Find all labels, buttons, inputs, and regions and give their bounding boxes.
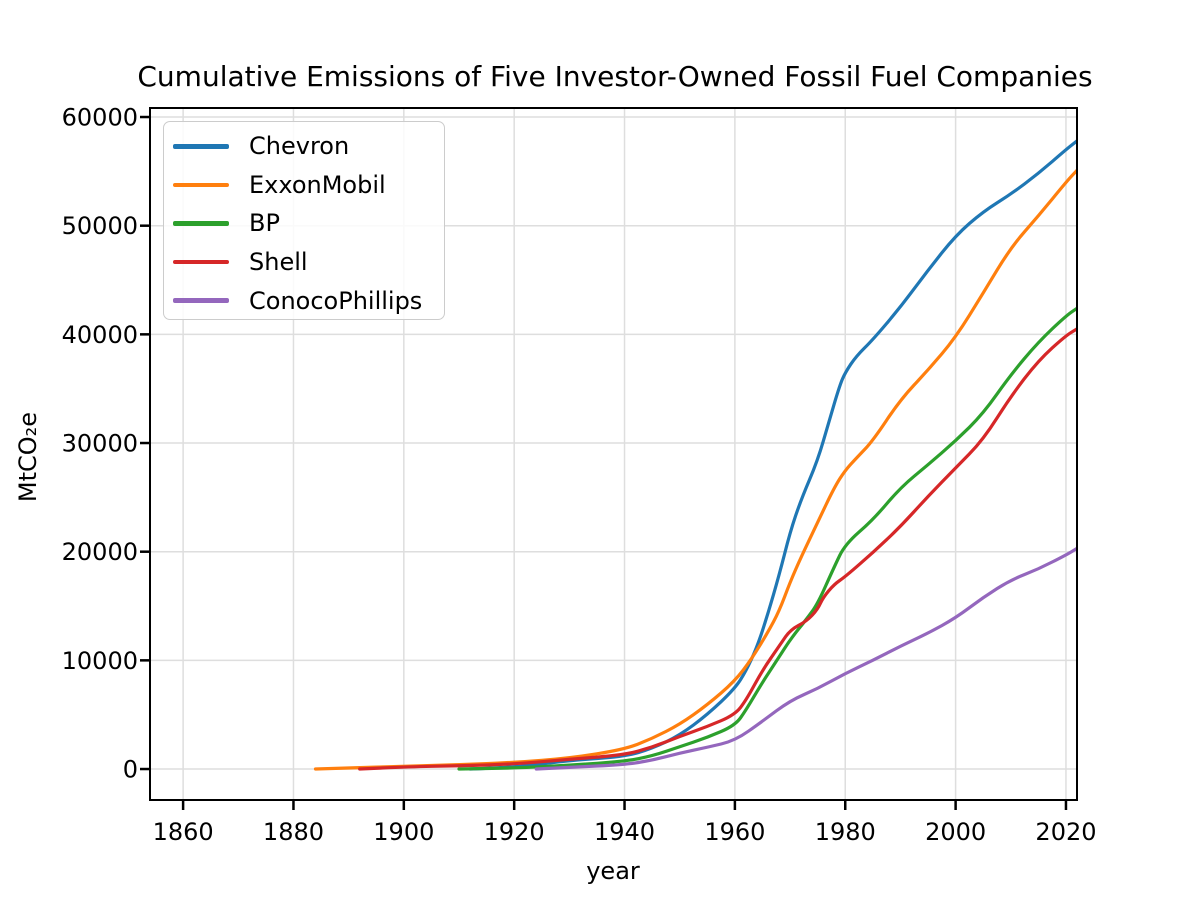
legend-label: ExxonMobil — [249, 170, 386, 199]
legend-swatch — [173, 298, 229, 303]
x-axis-label: year — [586, 857, 640, 885]
x-tick-label: 1960 — [704, 818, 765, 846]
x-tick-label: 2020 — [1035, 818, 1096, 846]
x-tick-label: 1880 — [263, 818, 324, 846]
legend-item-conocophillips: ConocoPhillips — [173, 281, 444, 320]
y-tick-label: 60000 — [62, 104, 138, 132]
x-tick-label: 1860 — [153, 818, 214, 846]
y-tick-label: 30000 — [62, 430, 138, 458]
plot-border — [149, 107, 1078, 801]
legend-swatch — [173, 144, 229, 149]
x-tick-label: 1920 — [484, 818, 545, 846]
legend-item-bp: BP — [173, 204, 444, 243]
x-tick-label: 1900 — [373, 818, 434, 846]
legend-label: Chevron — [249, 132, 350, 161]
legend-label: ConocoPhillips — [249, 286, 423, 315]
x-axis: 1860 1880 1900 1920 1940 1960 1980 2000 2020 — [153, 801, 1097, 846]
legend-swatch — [173, 182, 229, 188]
y-tick-label: 50000 — [62, 212, 138, 240]
legend: Chevron ExxonMobil BP Shell ConocoPhillips — [163, 121, 445, 320]
legend-item-chevron: Chevron — [173, 127, 444, 166]
y-tick-label: 10000 — [62, 647, 138, 675]
y-axis: 0 10000 20000 30000 40000 50000 60000 — [62, 104, 149, 784]
legend-item-shell: Shell — [173, 243, 444, 282]
chart-title: Cumulative Emissions of Five Investor-Ow… — [137, 60, 1093, 93]
series-line-BP — [457, 306, 1077, 771]
x-tick-label: 2000 — [925, 818, 986, 846]
x-tick-label: 1980 — [815, 818, 876, 846]
y-tick-label: 20000 — [62, 538, 138, 566]
series-line-ExxonMobil — [313, 168, 1077, 771]
legend-label: Shell — [249, 248, 308, 277]
legend-swatch — [173, 259, 229, 265]
series-line-Shell — [358, 327, 1077, 771]
legend-item-exxonmobil: ExxonMobil — [173, 166, 444, 205]
y-tick-label: 0 — [123, 756, 138, 784]
legend-swatch — [173, 221, 229, 226]
grid — [150, 108, 1077, 800]
series-group — [313, 139, 1077, 771]
series-line-Chevron — [468, 139, 1077, 771]
y-tick-label: 40000 — [62, 321, 138, 349]
series-line-ConocoPhillips — [534, 546, 1077, 771]
legend-label: BP — [249, 209, 280, 238]
x-tick-label: 1940 — [594, 818, 655, 846]
